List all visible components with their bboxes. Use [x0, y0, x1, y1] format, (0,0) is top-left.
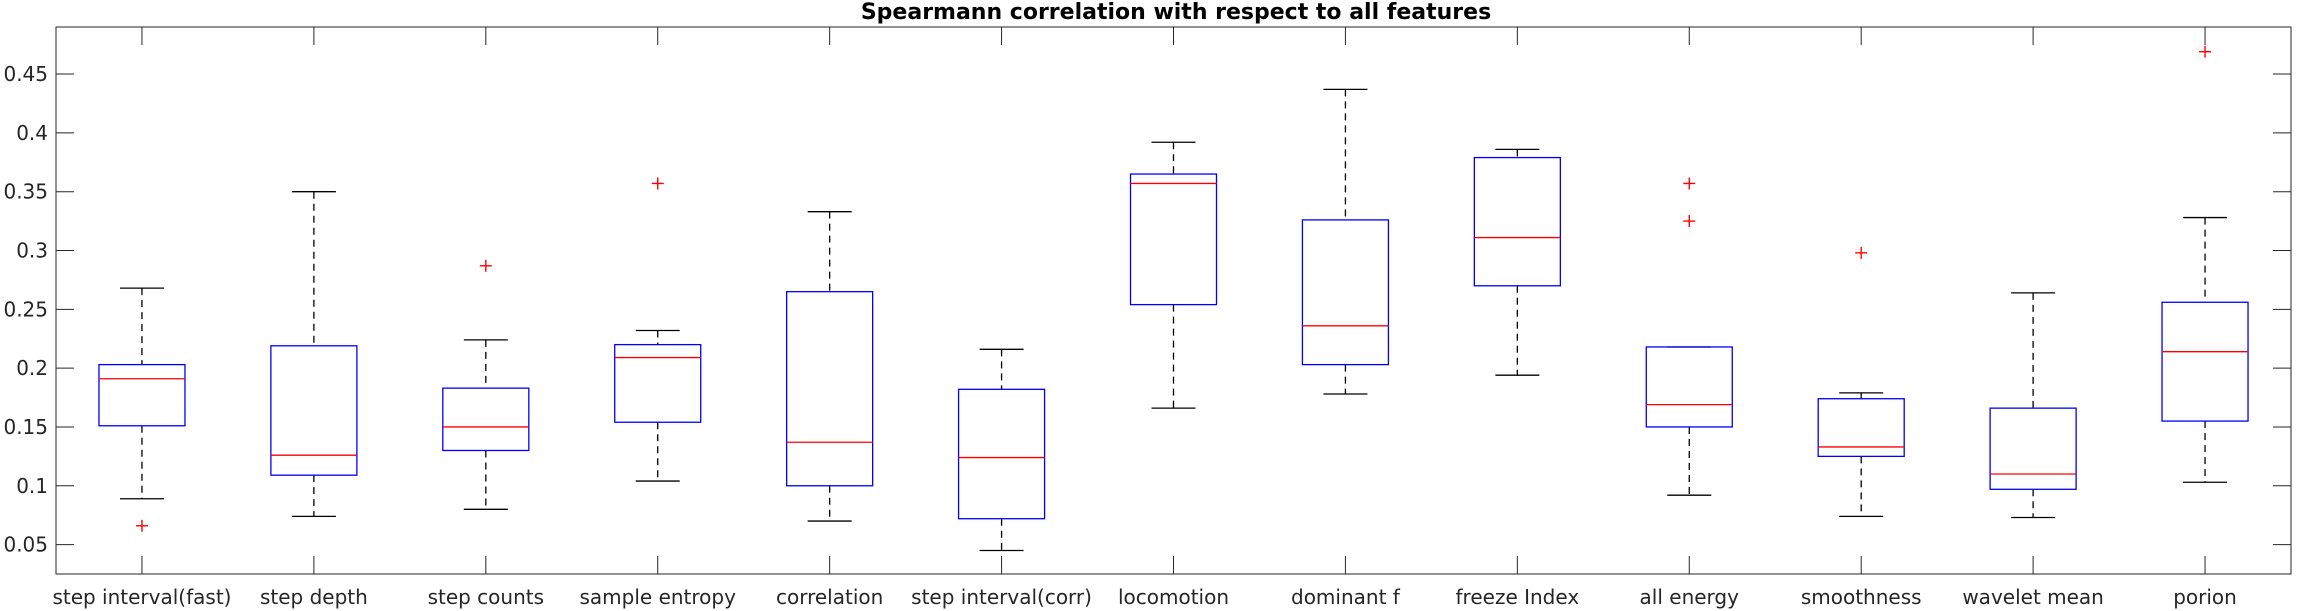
y-axis: 0.05 0.1 0.15 0.2 0.25 0.3 0.35 0.4 0.45: [3, 62, 2291, 557]
x-tick-label: step counts: [428, 585, 544, 609]
outlier-marker: [1683, 177, 1696, 190]
x-tick-label: locomotion: [1118, 585, 1229, 609]
box-10: [1817, 246, 1905, 518]
iqr-box: [1989, 407, 2077, 490]
y-tick-label: 0.15: [3, 415, 48, 439]
iqr-box: [442, 387, 530, 452]
iqr-box: [786, 291, 874, 487]
iqr-box: [2161, 301, 2249, 422]
y-tick-label: 0.45: [3, 62, 48, 86]
x-tick-label: step depth: [260, 585, 368, 609]
iqr-box: [1473, 156, 1561, 287]
box-12: [2161, 45, 2249, 483]
iqr-box: [1817, 398, 1905, 458]
box-4: [786, 211, 874, 522]
iqr-box: [1129, 173, 1218, 306]
x-tick-label: wavelet mean: [1962, 585, 2104, 609]
x-tick-label: correlation: [776, 585, 883, 609]
chart-title: Spearmann correlation with respect to al…: [861, 0, 1491, 25]
outlier-marker: [479, 259, 492, 272]
box-5: [957, 348, 1046, 552]
y-tick-label: 0.2: [16, 356, 48, 380]
box-8: [1473, 148, 1561, 376]
x-tick-label: sample entropy: [580, 585, 737, 609]
iqr-box: [1301, 219, 1390, 366]
iqr-box: [614, 343, 702, 423]
box-11: [1989, 292, 2077, 519]
box-7: [1301, 88, 1390, 395]
x-tick-label: dominant f: [1291, 585, 1401, 609]
x-tick-label: porion: [2173, 585, 2237, 609]
y-tick-label: 0.1: [16, 474, 48, 498]
x-tick-label: freeze Index: [1456, 585, 1580, 609]
outlier-marker: [1683, 215, 1696, 228]
y-tick-label: 0.4: [16, 121, 48, 145]
x-axis: step interval(fast) step depth step counts…: [52, 27, 2237, 609]
box-6: [1129, 141, 1218, 409]
box-2: [442, 259, 530, 510]
iqr-box: [270, 345, 358, 476]
outlier-marker: [135, 519, 148, 532]
plot-area-frame: [55, 26, 2292, 575]
x-tick-label: step interval(corr): [911, 585, 1092, 609]
x-tick-label: smoothness: [1801, 585, 1922, 609]
box-1: [270, 191, 358, 518]
outlier-marker: [2199, 45, 2212, 58]
outlier-marker: [1855, 246, 1868, 259]
x-tick-label: step interval(fast): [52, 585, 231, 609]
iqr-box: [957, 388, 1046, 520]
box-9: [1645, 177, 1733, 496]
box-3: [614, 177, 702, 482]
outlier-marker: [651, 177, 664, 190]
iqr-box: [98, 363, 186, 427]
y-tick-label: 0.25: [3, 297, 48, 321]
iqr-box: [1645, 346, 1733, 428]
y-tick-label: 0.05: [3, 533, 48, 557]
box-0: [98, 287, 186, 532]
y-tick-label: 0.35: [3, 180, 48, 204]
y-tick-label: 0.3: [16, 239, 48, 263]
box-series: [98, 45, 2249, 552]
x-tick-label: all energy: [1640, 585, 1740, 609]
